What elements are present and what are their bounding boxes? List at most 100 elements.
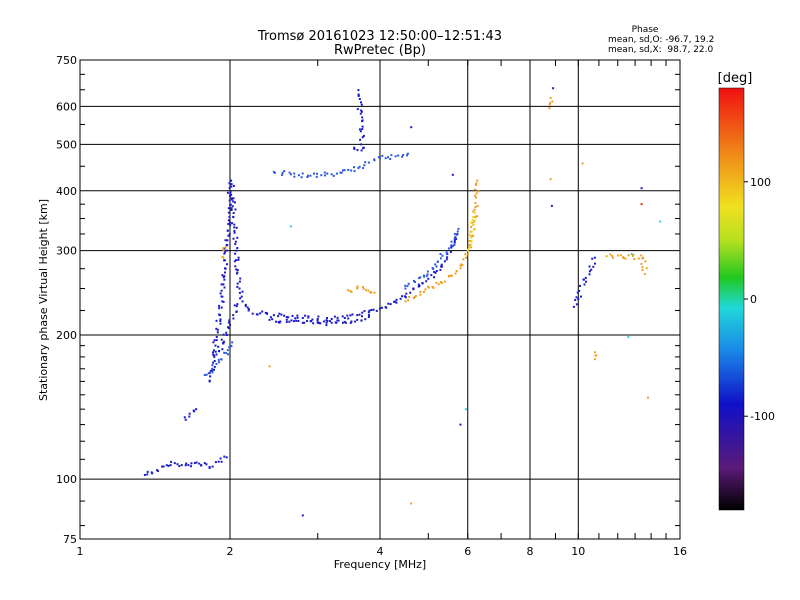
data-point bbox=[611, 256, 614, 259]
data-point bbox=[445, 251, 448, 254]
data-point bbox=[288, 171, 291, 174]
data-point bbox=[584, 276, 587, 279]
data-point bbox=[581, 162, 584, 165]
data-point bbox=[632, 253, 635, 256]
data-point bbox=[233, 223, 236, 226]
data-point bbox=[579, 284, 581, 287]
data-point bbox=[228, 215, 231, 218]
data-point bbox=[470, 240, 473, 243]
data-point bbox=[364, 318, 367, 321]
data-point bbox=[402, 154, 405, 156]
data-point bbox=[212, 361, 215, 364]
data-point bbox=[220, 289, 223, 292]
data-point bbox=[233, 231, 236, 234]
data-point bbox=[223, 455, 226, 458]
data-point bbox=[445, 258, 448, 261]
data-point bbox=[301, 317, 304, 319]
colorbar-tick-label: 0 bbox=[750, 293, 757, 306]
data-point bbox=[476, 179, 479, 182]
data-point bbox=[306, 176, 309, 178]
data-point bbox=[232, 197, 235, 200]
data-point bbox=[219, 318, 222, 321]
data-point bbox=[288, 320, 291, 323]
data-point bbox=[453, 233, 456, 236]
data-point bbox=[195, 408, 198, 411]
data-point bbox=[223, 351, 226, 354]
data-point bbox=[640, 262, 643, 265]
data-point bbox=[474, 188, 477, 191]
data-point bbox=[434, 271, 437, 274]
data-point bbox=[350, 320, 353, 323]
data-point bbox=[453, 243, 456, 246]
data-point bbox=[229, 192, 232, 195]
data-point bbox=[379, 157, 381, 160]
data-point bbox=[231, 205, 234, 208]
data-point bbox=[361, 311, 364, 314]
data-point bbox=[293, 320, 296, 323]
data-point bbox=[222, 249, 225, 252]
data-point bbox=[212, 341, 215, 344]
data-point bbox=[232, 212, 235, 214]
data-point bbox=[593, 358, 596, 361]
data-point bbox=[295, 319, 298, 322]
data-point bbox=[357, 167, 360, 170]
data-point bbox=[350, 291, 353, 293]
data-point bbox=[212, 353, 215, 356]
data-point bbox=[356, 314, 359, 317]
data-point bbox=[272, 314, 275, 317]
data-point bbox=[389, 303, 392, 306]
data-point bbox=[220, 295, 223, 298]
data-point bbox=[241, 290, 244, 293]
data-point bbox=[273, 171, 276, 174]
data-point bbox=[365, 289, 367, 292]
data-point bbox=[421, 282, 424, 285]
data-point bbox=[223, 340, 225, 343]
data-point bbox=[335, 172, 338, 175]
data-points bbox=[143, 87, 662, 517]
x-tick-label: 6 bbox=[464, 545, 471, 558]
data-point bbox=[300, 176, 303, 179]
data-point bbox=[591, 257, 594, 260]
data-point bbox=[229, 179, 232, 182]
data-point bbox=[297, 174, 300, 177]
data-point bbox=[203, 462, 206, 465]
data-point bbox=[211, 369, 214, 372]
data-point bbox=[200, 464, 203, 467]
data-point bbox=[414, 295, 417, 297]
data-point bbox=[464, 408, 467, 411]
data-point bbox=[231, 222, 233, 225]
data-point bbox=[212, 351, 214, 354]
data-point bbox=[413, 281, 416, 283]
data-point bbox=[361, 136, 364, 139]
data-point bbox=[228, 233, 231, 236]
data-point bbox=[221, 255, 224, 258]
data-point bbox=[193, 462, 196, 465]
data-point bbox=[332, 174, 335, 177]
data-point bbox=[406, 152, 409, 155]
data-point bbox=[441, 254, 444, 257]
data-point bbox=[169, 464, 172, 467]
data-point bbox=[221, 274, 224, 277]
data-point bbox=[271, 318, 274, 321]
data-point bbox=[437, 283, 440, 286]
data-point bbox=[311, 318, 314, 321]
data-point bbox=[228, 182, 231, 185]
data-point bbox=[637, 257, 640, 260]
data-point bbox=[213, 360, 216, 362]
data-point bbox=[326, 317, 328, 319]
data-point bbox=[228, 346, 231, 349]
data-point bbox=[224, 246, 227, 249]
data-point bbox=[230, 183, 233, 186]
y-tick-label: 600 bbox=[56, 100, 77, 113]
data-point bbox=[353, 166, 355, 169]
data-point bbox=[238, 291, 241, 294]
data-point bbox=[207, 372, 210, 375]
data-point bbox=[588, 270, 591, 273]
data-point bbox=[326, 320, 329, 322]
data-point bbox=[209, 370, 212, 373]
data-point bbox=[294, 317, 297, 320]
data-point bbox=[227, 219, 230, 222]
data-point bbox=[588, 273, 591, 276]
data-point bbox=[301, 514, 304, 517]
